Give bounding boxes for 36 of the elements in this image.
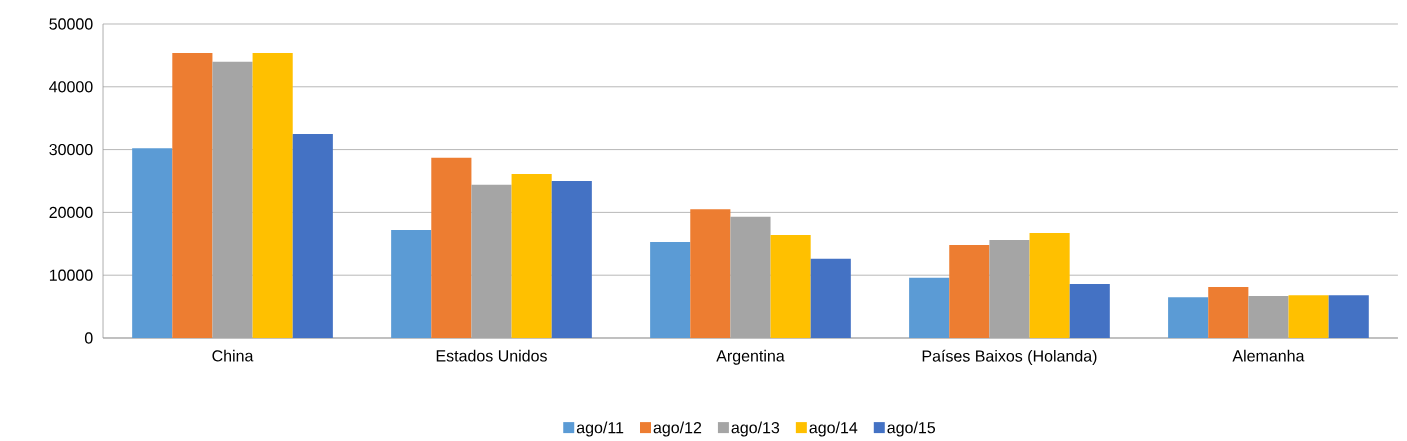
y-tick-label: 10000 [49,269,93,281]
y-tick-label: 50000 [49,18,93,30]
legend-label: ago/14 [809,421,858,437]
bar [1208,287,1249,338]
bar [511,174,552,338]
x-tick-label: Países Baixos (Holanda) [922,349,1097,365]
x-tick-label: Argentina [716,349,785,365]
bar [172,52,213,338]
bar [650,241,691,338]
bar [1288,295,1329,338]
bar [909,277,950,338]
legend-label: ago/13 [731,421,780,437]
legend-label: ago/12 [653,421,702,437]
bar [431,157,472,338]
y-tick-label: 0 [84,332,93,344]
legend-label: ago/15 [887,421,936,437]
bar [1328,295,1369,338]
x-tick-label: China [212,349,254,362]
bar [810,258,851,338]
bar [132,148,173,338]
bar [292,133,333,338]
x-tick-label: Estados Unidos [436,349,547,362]
y-tick-label: 40000 [49,81,93,93]
y-tick-label: 30000 [49,143,93,156]
bar [1029,233,1070,338]
y-tick-label: 20000 [49,206,93,219]
bar [252,52,293,338]
bar [1069,283,1110,338]
bar [391,229,432,338]
legend-label: ago/11 [576,421,624,437]
bar [949,245,990,338]
bar [551,180,592,338]
bar [1168,297,1209,338]
bar [770,235,811,338]
bar [690,209,731,338]
x-tick-label: Alemanha [1232,349,1305,362]
